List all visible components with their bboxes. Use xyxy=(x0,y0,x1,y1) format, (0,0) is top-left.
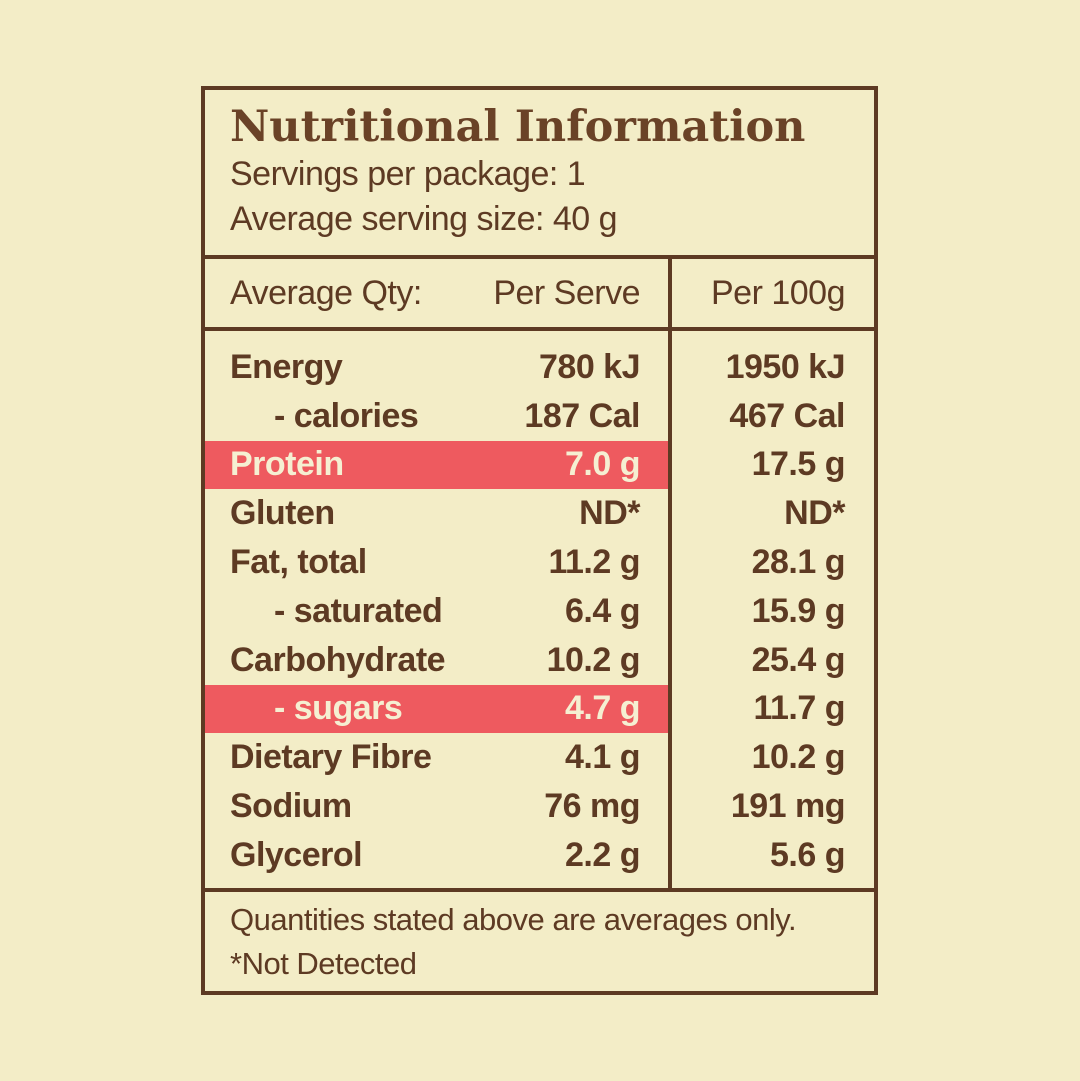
table-row: Protein 7.0 g 17.5 g xyxy=(205,440,874,490)
row-label: Carbohydrate xyxy=(230,640,446,679)
table-row: Energy 780 kJ 1950 kJ xyxy=(205,343,874,392)
column-header-row: Average Qty: Per Serve Per 100g xyxy=(205,259,874,327)
row-per-serve-value: 10.2 g xyxy=(546,640,641,679)
table-row: - saturated 6.4 g 15.9 g xyxy=(205,587,874,636)
footnote-averages: Quantities stated above are averages onl… xyxy=(230,902,797,937)
row-label: Protein xyxy=(230,445,344,484)
table-row: Gluten ND* ND* xyxy=(205,489,874,538)
divider-line-middle xyxy=(205,327,874,331)
table-row: Glycerol 2.2 g 5.6 g xyxy=(205,831,874,880)
table-row: Dietary Fibre 4.1 g 10.2 g xyxy=(205,733,874,782)
table-row: Fat, total 11.2 g 28.1 g xyxy=(205,538,874,587)
row-per-100g-value: 28.1 g xyxy=(751,543,846,582)
footnote-not-detected: *Not Detected xyxy=(230,946,417,981)
row-per-serve-value: 6.4 g xyxy=(565,591,640,630)
row-per-100g-value: 17.5 g xyxy=(751,445,846,484)
divider-line-top xyxy=(205,255,874,259)
column-header-average-qty: Average Qty: xyxy=(230,273,422,312)
row-per-serve-value: 7.0 g xyxy=(565,445,640,484)
row-per-100g-value: 467 Cal xyxy=(729,396,845,435)
row-per-serve-value: 780 kJ xyxy=(539,347,641,386)
divider-line-bottom xyxy=(205,888,874,892)
row-label: - sugars xyxy=(274,689,403,728)
column-divider xyxy=(668,255,672,892)
average-serving-size: Average serving size: 40 g xyxy=(230,200,618,238)
table-row: - calories 187 Cal 467 Cal xyxy=(205,392,874,441)
table-row: - sugars 4.7 g 11.7 g xyxy=(205,684,874,734)
row-label: Sodium xyxy=(230,787,352,826)
row-per-100g-value: 11.7 g xyxy=(753,689,845,728)
nutrition-panel: Nutritional Information Servings per pac… xyxy=(201,86,878,995)
row-per-serve-value: 76 mg xyxy=(544,787,640,826)
row-label: - saturated xyxy=(274,591,443,630)
row-label: Dietary Fibre xyxy=(230,738,432,777)
servings-per-package: Servings per package: 1 xyxy=(230,155,586,193)
row-per-100g-value: 10.2 g xyxy=(751,738,846,777)
row-per-serve-value: ND* xyxy=(579,494,640,533)
row-per-serve-value: 4.7 g xyxy=(565,689,640,728)
row-label: Gluten xyxy=(230,494,335,533)
table-body: Energy 780 kJ 1950 kJ - calories 187 Cal… xyxy=(205,331,874,888)
row-per-100g-value: 25.4 g xyxy=(751,640,846,679)
row-per-serve-value: 11.2 g xyxy=(548,543,640,582)
row-per-100g-value: 5.6 g xyxy=(770,835,845,874)
table-row: Carbohydrate 10.2 g 25.4 g xyxy=(205,636,874,685)
row-per-100g-value: ND* xyxy=(784,494,845,533)
row-per-100g-value: 1950 kJ xyxy=(725,347,846,386)
row-per-serve-value: 187 Cal xyxy=(524,396,640,435)
column-header-per-serve: Per Serve xyxy=(493,273,640,312)
table-row: Sodium 76 mg 191 mg xyxy=(205,782,874,831)
row-per-serve-value: 2.2 g xyxy=(565,835,640,874)
row-per-100g-value: 15.9 g xyxy=(751,591,846,630)
row-per-100g-value: 191 mg xyxy=(730,787,846,826)
row-label: Glycerol xyxy=(230,835,363,874)
row-label: - calories xyxy=(274,396,419,435)
panel-title: Nutritional Information xyxy=(230,102,806,152)
footnotes: Quantities stated above are averages onl… xyxy=(205,892,874,991)
panel-header: Nutritional Information Servings per pac… xyxy=(205,90,874,255)
row-label: Fat, total xyxy=(230,543,367,582)
row-label: Energy xyxy=(230,347,343,386)
column-header-per-100g: Per 100g xyxy=(711,273,846,312)
row-per-serve-value: 4.1 g xyxy=(565,738,640,777)
